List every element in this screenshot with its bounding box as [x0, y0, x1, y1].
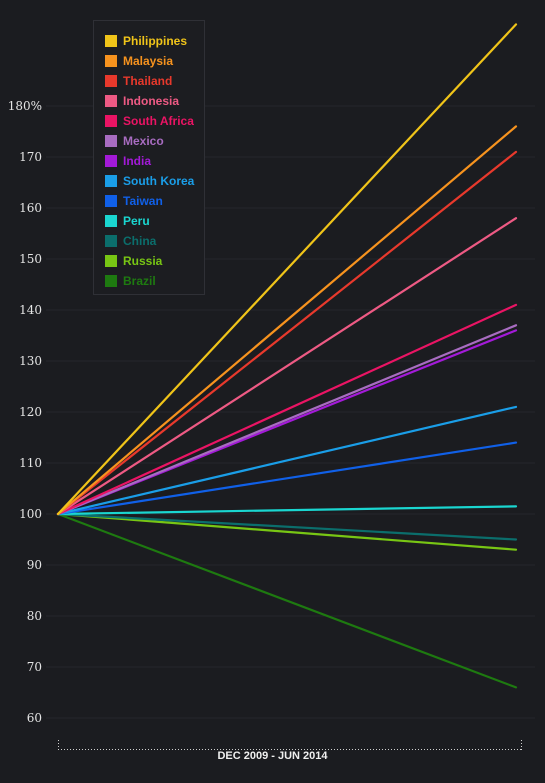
legend-label: Indonesia	[123, 94, 180, 108]
y-tick-label: 110	[19, 456, 42, 470]
y-tick-label: 180%	[8, 99, 42, 113]
y-tick-label: 100	[19, 507, 42, 521]
legend-item: Indonesia	[105, 91, 204, 111]
legend-swatch	[105, 115, 117, 127]
y-tick-label: 120	[19, 405, 42, 419]
legend-swatch	[105, 35, 117, 47]
y-tick-label: 160	[19, 201, 42, 215]
y-tick-label: 90	[27, 558, 42, 572]
series-lines	[56, 23, 518, 689]
y-tick-label: 150	[19, 252, 42, 266]
legend-swatch	[105, 195, 117, 207]
legend-item: Mexico	[105, 131, 204, 151]
y-tick-label: 70	[27, 660, 42, 674]
legend-item: Taiwan	[105, 191, 204, 211]
legend-swatch	[105, 135, 117, 147]
legend-item: South Africa	[105, 111, 204, 131]
y-axis-ticks: 60 70 80 90 100 110 120 130 140 150 160 170 180%	[8, 99, 42, 725]
series-line-brazil	[56, 512, 518, 689]
y-tick-label: 80	[27, 609, 42, 623]
legend-item: Malaysia	[105, 51, 204, 71]
legend-item: Peru	[105, 211, 204, 231]
legend-label: Russia	[123, 254, 163, 268]
legend-label: Brazil	[123, 274, 156, 288]
legend-swatch	[105, 75, 117, 87]
legend-label: Taiwan	[123, 194, 163, 208]
legend-item: Philippines	[105, 31, 204, 51]
series-line-peru	[56, 505, 518, 516]
series-line-mexico	[56, 324, 518, 516]
legend-label: Philippines	[123, 34, 188, 48]
legend-label: South Korea	[123, 174, 195, 188]
series-line-thailand	[56, 150, 518, 516]
series-line-south-korea	[56, 405, 518, 516]
legend-swatch	[105, 215, 117, 227]
legend: Philippines Malaysia Thailand Indonesia Sout…	[93, 20, 205, 295]
series-line-philippines	[56, 23, 518, 516]
x-axis-label: DEC 2009 - JUN 2014	[209, 750, 336, 762]
legend-label: Mexico	[123, 134, 164, 148]
legend-swatch	[105, 55, 117, 67]
y-tick-label: 130	[19, 354, 42, 368]
legend-swatch	[105, 175, 117, 187]
series-line-indonesia	[56, 217, 518, 516]
legend-swatch	[105, 155, 117, 167]
legend-item: Brazil	[105, 271, 204, 291]
legend-item: Thailand	[105, 71, 204, 91]
y-tick-label: 140	[19, 303, 42, 317]
legend-item: South Korea	[105, 171, 204, 191]
legend-label: Thailand	[123, 74, 173, 88]
x-axis-label-wrap: DEC 2009 - JUN 2014	[0, 744, 545, 763]
y-tick-label: 170	[19, 150, 42, 164]
series-line-taiwan	[56, 441, 518, 516]
legend-swatch	[105, 275, 117, 287]
series-line-malaysia	[56, 125, 518, 516]
legend-label: India	[123, 154, 152, 168]
series-line-china	[56, 512, 518, 541]
legend-swatch	[105, 235, 117, 247]
legend-item: Russia	[105, 251, 204, 271]
series-line-south-africa	[56, 303, 518, 516]
legend-label: China	[123, 234, 157, 248]
y-tick-label: 60	[27, 711, 42, 725]
legend-swatch	[105, 255, 117, 267]
legend-swatch	[105, 95, 117, 107]
series-line-russia	[56, 512, 518, 551]
legend-label: Peru	[123, 214, 150, 228]
x-axis-bracket	[58, 740, 522, 750]
legend-label: Malaysia	[123, 54, 174, 68]
legend-item: China	[105, 231, 204, 251]
legend-item: India	[105, 151, 204, 171]
legend-label: South Africa	[123, 114, 194, 128]
